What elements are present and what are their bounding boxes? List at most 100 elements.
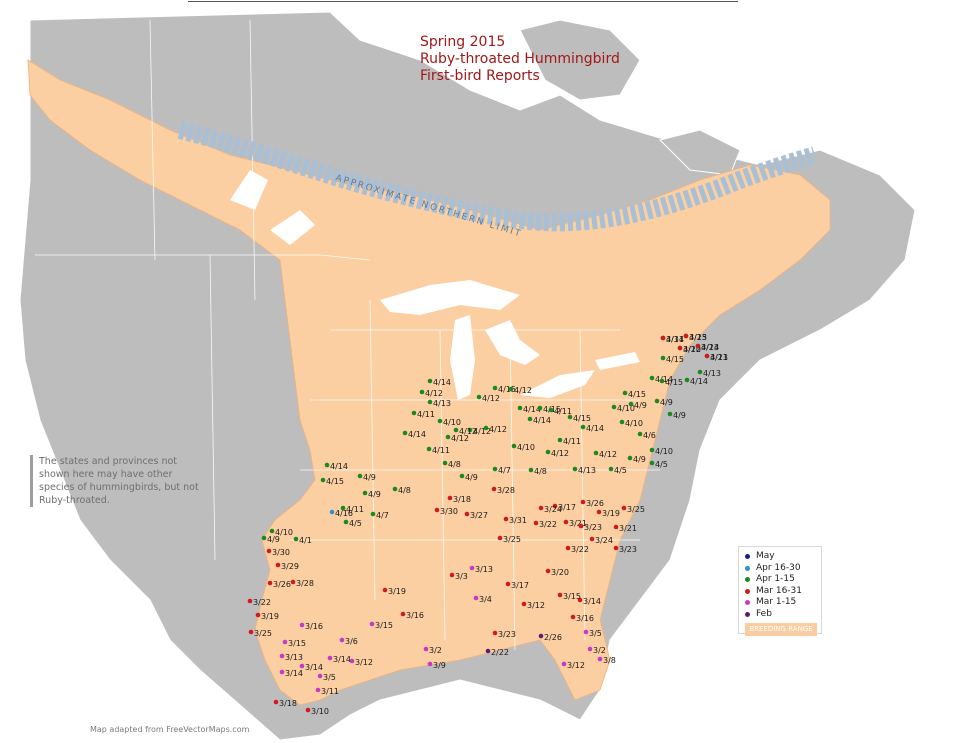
report-date-label: 4/8 [398, 486, 411, 495]
report-marker: 4/14 [517, 405, 541, 414]
report-marker: 3/26 [267, 580, 291, 589]
report-marker: 3/31 [503, 516, 527, 525]
legend-swatch [745, 600, 750, 606]
report-marker: 3/9 [427, 661, 446, 670]
report-marker: 3/8 [597, 656, 616, 665]
report-marker: 4/10 [511, 443, 535, 452]
legend-item: Mar 16-31 [745, 586, 817, 598]
report-date-label: 4/14 [666, 335, 684, 344]
report-dot [538, 633, 544, 639]
report-dot [613, 545, 619, 551]
report-date-label: 4/13 [710, 353, 728, 362]
report-date-label: 4/16 [335, 509, 353, 518]
report-marker: 4/9 [357, 473, 376, 482]
report-date-label: 4/15 [628, 390, 646, 399]
report-dot [492, 385, 498, 391]
report-date-label: 3/17 [511, 581, 529, 590]
report-marker: 3/5 [583, 629, 602, 638]
report-dot [627, 455, 633, 461]
report-dot [299, 663, 305, 669]
report-marker: 4/11 [557, 437, 581, 446]
report-date-label: 3/20 [551, 568, 569, 577]
report-date-label: 4/9 [363, 473, 376, 482]
report-date-label: 4/9 [673, 411, 686, 420]
report-marker: 3/6 [339, 637, 358, 646]
report-date-label: 3/16 [305, 622, 323, 631]
legend-label: May [756, 551, 775, 561]
report-dot [485, 648, 491, 654]
report-dot [453, 427, 459, 433]
report-marker: 3/30 [266, 548, 290, 557]
report-dot [269, 528, 275, 534]
report-date-label: 3/14 [333, 655, 351, 664]
report-marker: 3/25 [683, 333, 707, 342]
report-dot [449, 572, 455, 578]
report-marker: 4/14 [324, 462, 348, 471]
report-date-label: 4/11 [417, 410, 435, 419]
report-dot [565, 545, 571, 551]
report-date-label: 3/10 [311, 707, 329, 716]
title-line-2: Ruby-throated Hummingbird [420, 51, 620, 67]
report-dot [528, 467, 534, 473]
report-marker: 3/25 [621, 505, 645, 514]
report-dot [548, 407, 554, 413]
report-date-label: 3/3 [455, 572, 468, 581]
report-marker: 3/2 [587, 646, 606, 655]
legend-label: Apr 1-15 [756, 574, 795, 584]
report-dot [423, 646, 429, 652]
report-marker: 3/14 [577, 597, 601, 606]
report-dot [305, 707, 311, 713]
report-dot [279, 669, 285, 675]
report-dot [697, 369, 703, 375]
report-dot [589, 536, 595, 542]
report-dot [469, 565, 475, 571]
report-dot [467, 427, 473, 433]
report-marker: 3/12 [349, 658, 373, 667]
report-date-label: 4/13 [701, 343, 719, 352]
report-dot [459, 473, 465, 479]
report-dot [349, 658, 355, 664]
report-date-label: 3/18 [453, 495, 471, 504]
report-dot [695, 343, 701, 349]
report-marker: 4/14 [580, 424, 604, 433]
report-marker: 4/9 [667, 411, 686, 420]
legend-item: May [745, 551, 817, 563]
report-date-label: 3/21 [619, 524, 637, 533]
report-date-label: 3/12 [567, 661, 585, 670]
report-marker: 3/30 [434, 507, 458, 516]
report-dot [619, 419, 625, 425]
report-date-label: 3/2 [593, 646, 606, 655]
report-dot [402, 430, 408, 436]
report-date-label: 4/14 [655, 375, 673, 384]
report-marker: 4/11 [426, 446, 450, 455]
report-date-label: 4/14 [433, 378, 451, 387]
report-marker: 4/9 [628, 401, 647, 410]
report-dot [667, 411, 673, 417]
report-dot [400, 611, 406, 617]
report-dot [473, 595, 479, 601]
report-dot [411, 410, 417, 416]
report-dot [447, 495, 453, 501]
report-date-label: 3/25 [689, 333, 707, 342]
report-dot [659, 378, 665, 384]
report-marker: 3/29 [275, 562, 299, 571]
report-dot [293, 536, 299, 542]
report-marker: 3/10 [305, 707, 329, 716]
report-dot [299, 622, 305, 628]
report-date-label: 3/15 [375, 621, 393, 630]
report-dot [521, 601, 527, 607]
report-dot [577, 597, 583, 603]
report-date-label: 4/1 [299, 536, 312, 545]
report-date-label: 3/13 [285, 653, 303, 662]
report-date-label: 3/27 [470, 511, 488, 520]
report-date-label: 4/13 [433, 399, 451, 408]
report-date-label: 4/14 [330, 462, 348, 471]
report-dot [578, 523, 584, 529]
report-date-label: 3/23 [584, 523, 602, 532]
report-dot [339, 637, 345, 643]
report-marker: 3/21 [613, 524, 637, 533]
report-dot [552, 503, 558, 509]
report-date-label: 3/20 [683, 345, 701, 354]
breeding-range-legend: BREEDING RANGE [745, 623, 817, 636]
